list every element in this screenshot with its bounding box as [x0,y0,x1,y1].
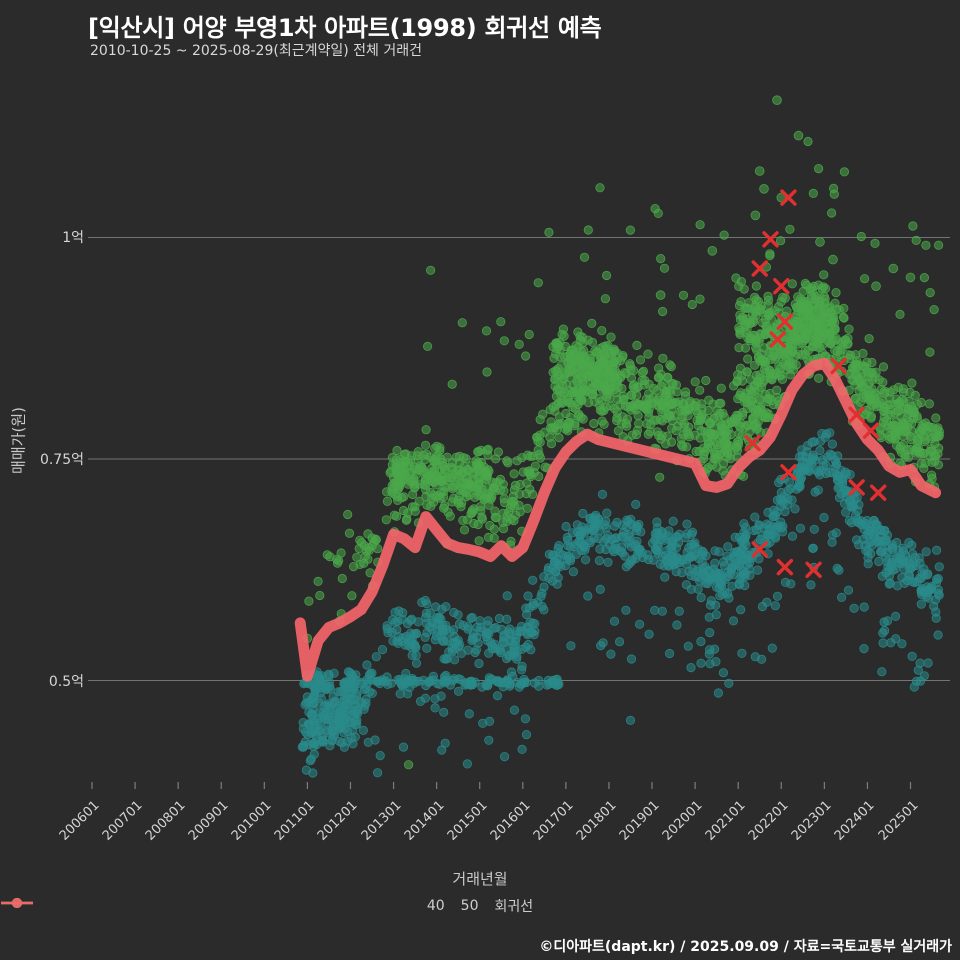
legend-item-40[interactable]: 40 [1,897,445,914]
legend-marker-line [1,897,33,909]
legend-label: 40 [426,898,445,914]
legend-label: 회귀선 [494,899,534,915]
legend-item-50[interactable]: 50 [1,897,479,914]
y-tick-label: 1억 [62,230,84,247]
regression-line [294,357,942,682]
y-tick-label: 0.5억 [48,673,84,690]
chart-legend: 40 50 회귀선 [0,896,960,916]
outlier-marker [751,260,768,277]
legend-label: 50 [460,898,479,914]
outlier-marker [848,406,865,423]
outlier-marker [776,313,794,330]
x-axis-title: 거래년월 [452,870,508,888]
outlier-marker [762,231,779,248]
outlier-marker [744,434,761,452]
outlier-marker [780,189,797,206]
outlier-marker [776,558,794,576]
outlier-marker [751,541,768,558]
outlier-marker [773,278,790,295]
page-title: [익산시] 어양 부영1차 아파트(1998) 회귀선 예측 [88,14,602,42]
outlier-marker [830,357,847,375]
outlier-marker [780,464,797,481]
outlier-marker [862,422,880,439]
y-tick-label: 0.75억 [39,452,84,468]
outlier-markers [744,189,887,578]
outlier-marker [769,331,786,348]
scatter-points [297,95,945,778]
outlier-marker [870,484,887,501]
outlier-marker [848,479,865,496]
chart-subtitle: 2010-10-25 ~ 2025-08-29(최근계약일) 전체 거래건 [90,43,422,59]
footer-credit: ©디아파트(dapt.kr) / 2025.09.09 / 자료=국토교통부 실… [539,939,952,955]
outlier-marker [805,561,822,578]
legend-item-회귀선[interactable]: 회귀선 [1,896,534,916]
